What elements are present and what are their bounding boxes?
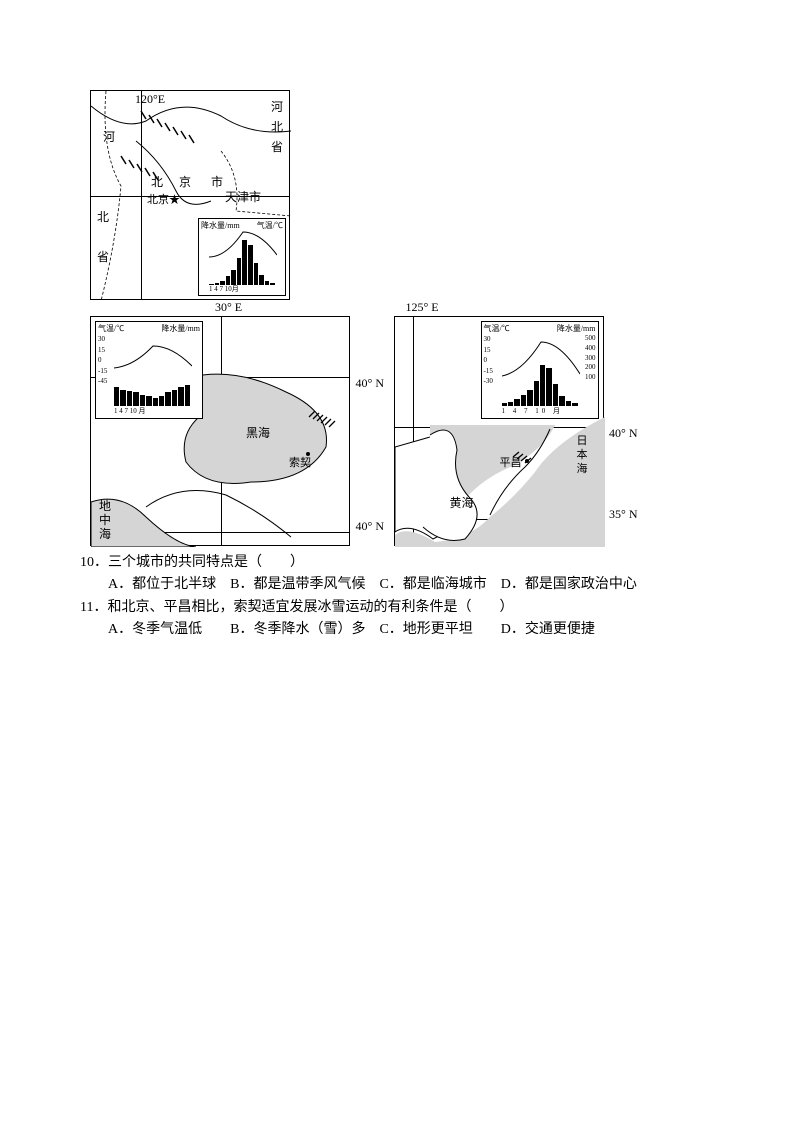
precip-bars: [502, 351, 578, 406]
t3: -15: [484, 366, 493, 377]
map-beijing: 120°E 河 北 省 河 北 省 北 京 市 北京★ 天津市 降水量/mm 气…: [90, 90, 290, 300]
q10-options: A．都位于北半球 B．都是温带季风气候 C．都是临海城市 D．都是国家政治中心: [80, 574, 714, 596]
t2: 0: [484, 355, 493, 366]
q11-stem: 11．和北京、平昌相比，索契适宜发展冰雪运动的有利条件是（ ）: [80, 597, 714, 619]
map-korea: 黄海 日 本 海 平昌 气温/℃ 降水量/mm 30 15 0 -15 -30 …: [394, 316, 604, 546]
pyeongchang-label: 平昌: [500, 457, 522, 469]
med2: 中: [99, 514, 111, 527]
sochi-label: 索契: [289, 457, 311, 469]
axis-right: 降水量/mm: [161, 323, 200, 336]
figure-maps: 120°E 河 北 省 河 北 省 北 京 市 北京★ 天津市 降水量/mm 气…: [80, 90, 714, 546]
r2: 300: [585, 354, 596, 364]
t1: 15: [98, 345, 107, 356]
lat-sochi-top: 40° N: [356, 374, 384, 393]
jp1: 日: [577, 435, 588, 447]
r4: 100: [585, 373, 596, 383]
t1: 15: [484, 345, 493, 356]
yellowsea-label: 黄海: [450, 497, 474, 510]
r0: 500: [585, 334, 596, 344]
climate-chart-korea: 气温/℃ 降水量/mm 30 15 0 -15 -30 500 400 300 …: [481, 321, 599, 419]
precip-bars: [209, 235, 275, 285]
jp2: 本: [577, 449, 588, 461]
questions-block: 10．三个城市的共同特点是（ ） A．都位于北半球 B．都是温带季风气候 C．都…: [80, 552, 714, 642]
t0: 30: [98, 334, 107, 345]
x-ticks: 1 4 7 10 月: [502, 406, 564, 417]
precip-bars: [114, 351, 190, 406]
map-sochi: 黑海 索契 地 中 海 气温/℃ 降水量/mm 30 15 0 -15 -45: [90, 316, 350, 546]
climate-chart-beijing: 降水量/mm 气温/℃ 1 4 7 10月: [198, 218, 286, 296]
climate-chart-sochi: 气温/℃ 降水量/mm 30 15 0 -15 -45 1 4 7 10 月: [95, 321, 203, 419]
t0: 30: [484, 334, 493, 345]
pyeongchang-dot: [525, 459, 529, 463]
med3: 海: [99, 528, 111, 541]
r3: 200: [585, 363, 596, 373]
x-ticks: 1 4 7 10月: [209, 284, 239, 295]
q10-stem: 10．三个城市的共同特点是（ ）: [80, 552, 714, 574]
map-sochi-wrapper: 30° E 40° N 40° N 黑海 索契 地 中 海 气温/℃ 降水量/m…: [80, 316, 350, 546]
longitude-korea: 125° E: [406, 298, 439, 317]
blacksea-label: 黑海: [246, 427, 270, 440]
lat-korea-top: 40° N: [609, 424, 637, 443]
jp3: 海: [577, 463, 588, 475]
r1: 400: [585, 344, 596, 354]
sochi-dot: [306, 452, 310, 456]
t4: -30: [484, 376, 493, 387]
t2: 0: [98, 355, 107, 366]
longitude-sochi: 30° E: [215, 298, 242, 317]
med1: 地: [99, 500, 111, 513]
q11-options: A．冬季气温低 B．冬季降水（雪）多 C．地形更平坦 D．交通更便捷: [80, 619, 714, 641]
t3: -15: [98, 366, 107, 377]
map-korea-wrapper: 125° E 40° N 35° N 黄海 日 本 海 平昌 气温/℃ 降水量/: [384, 316, 604, 546]
lat-sochi-bot: 40° N: [356, 517, 384, 536]
x-ticks: 1 4 7 10 月: [114, 406, 146, 417]
t4: -45: [98, 376, 107, 387]
lat-korea-bot: 35° N: [609, 505, 637, 524]
